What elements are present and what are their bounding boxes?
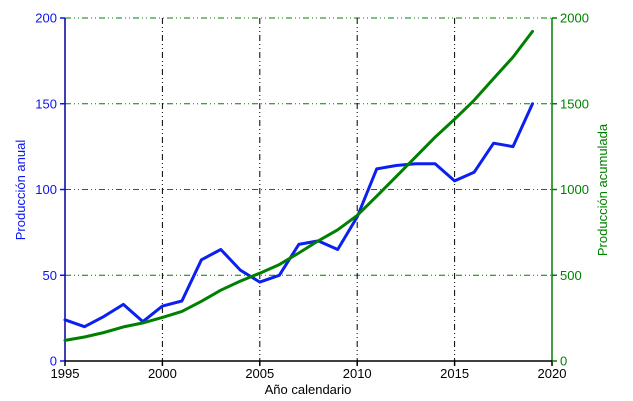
right-axis-title: Producción acumulada (595, 123, 610, 256)
x-tick-label: 2005 (245, 366, 274, 381)
x-axis-title: Año calendario (265, 382, 352, 397)
right-y-tick-label: 1500 (560, 96, 589, 111)
left-y-tick-label: 200 (35, 11, 57, 26)
left-y-tick-label: 0 (50, 354, 57, 369)
left-y-tick-label: 50 (43, 268, 57, 283)
right-y-tick-label: 0 (560, 354, 567, 369)
x-tick-label: 2010 (343, 366, 372, 381)
x-tick-label: 2020 (538, 366, 567, 381)
x-tick-label: 2000 (148, 366, 177, 381)
left-y-tick-label: 100 (35, 182, 57, 197)
right-y-tick-label: 1000 (560, 182, 589, 197)
right-y-tick-label: 2000 (560, 11, 589, 26)
right-y-tick-label: 500 (560, 268, 582, 283)
series-line-annual (63, 102, 534, 329)
left-y-tick-label: 150 (35, 96, 57, 111)
x-tick-label: 2015 (440, 366, 469, 381)
x-tick-label: 1995 (51, 366, 80, 381)
series-line-cumulative (63, 29, 534, 342)
left-axis-title: Producción anual (13, 140, 28, 241)
